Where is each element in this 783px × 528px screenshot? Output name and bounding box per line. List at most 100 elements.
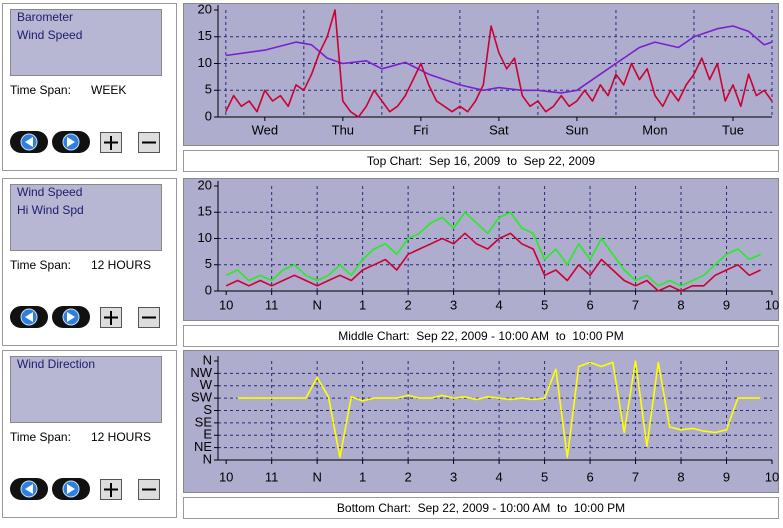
- x-tick-label: 2: [405, 297, 412, 312]
- zoom-in-button[interactable]: [100, 132, 122, 153]
- x-tick-label: N: [312, 297, 321, 312]
- button-arrow: [25, 137, 33, 147]
- y-tick-label: 0: [205, 282, 212, 297]
- series-list-item[interactable]: Wind Speed: [17, 185, 82, 199]
- caption-box: [183, 497, 779, 519]
- x-tick-label: Fri: [413, 122, 428, 137]
- x-tick-label: 7: [632, 297, 639, 312]
- x-tick-label: 11: [265, 297, 279, 312]
- zoom-out-button[interactable]: [138, 307, 160, 328]
- button-glyph: [104, 311, 118, 325]
- control-panel: Wind Direction Time Span: 12 HOURS: [2, 350, 177, 518]
- y-tick-label: 10: [198, 55, 212, 70]
- series-line: [225, 9, 773, 118]
- button-arrow: [25, 484, 33, 494]
- x-tick-label: Sat: [489, 122, 509, 137]
- x-tick-label: 3: [450, 469, 457, 484]
- series-list-item[interactable]: Hi Wind Spd: [17, 203, 84, 217]
- zoom-in-button[interactable]: [100, 479, 122, 500]
- x-tick-label: 10: [219, 469, 233, 484]
- y-tick-label: SW: [191, 390, 213, 405]
- series-list-item[interactable]: Wind Speed: [17, 28, 82, 42]
- axis-line: [217, 356, 772, 461]
- prev-button[interactable]: [10, 131, 48, 153]
- chart-background: [183, 178, 779, 321]
- control-panel: Wind Speed Hi Wind Spd Time Span: 12 HOURS: [2, 178, 177, 346]
- y-tick-label: NE: [194, 439, 212, 454]
- y-tick-label: 15: [198, 204, 212, 219]
- x-tick-label: 10: [765, 297, 779, 312]
- x-tick-label: 2: [405, 469, 412, 484]
- x-tick-label: 5: [541, 297, 548, 312]
- x-tick-label: N: [312, 469, 321, 484]
- x-tick-label: 3: [450, 297, 457, 312]
- y-tick-label: W: [200, 377, 213, 392]
- time-span-label: Time Span:: [10, 258, 71, 272]
- x-tick-label: 5: [541, 469, 548, 484]
- x-tick-label: 9: [723, 297, 730, 312]
- x-tick-label: Sun: [565, 122, 588, 137]
- prev-button[interactable]: [10, 478, 48, 500]
- x-tick-label: 8: [677, 297, 684, 312]
- caption-box: [183, 150, 779, 172]
- series-line: [225, 211, 761, 287]
- zoom-out-button[interactable]: [138, 132, 160, 153]
- y-tick-label: 15: [198, 28, 212, 43]
- x-tick-label: 1: [359, 297, 366, 312]
- chart-background: [183, 3, 779, 146]
- x-tick-label: 7: [632, 469, 639, 484]
- time-span-label: Time Span:: [10, 83, 71, 97]
- y-tick-label: 5: [205, 256, 212, 271]
- button-glyph: [104, 136, 118, 150]
- prev-button[interactable]: [10, 306, 48, 328]
- series-list[interactable]: [10, 9, 162, 76]
- y-tick-label: 10: [198, 230, 212, 245]
- zoom-in-button[interactable]: [100, 307, 122, 328]
- control-panel: Barometer Wind Speed Time Span: WEEK: [2, 3, 177, 171]
- x-tick-label: 6: [586, 297, 593, 312]
- y-tick-label: 5: [205, 82, 212, 97]
- y-tick-label: 20: [198, 1, 212, 16]
- y-tick-label: NW: [190, 365, 212, 380]
- x-tick-label: Wed: [252, 122, 279, 137]
- button-arrow: [67, 137, 75, 147]
- button-arrow: [67, 484, 75, 494]
- chart-caption: Middle Chart: Sep 22, 2009 - 10:00 AM to…: [338, 329, 624, 343]
- chart: 0 5 10 15 20 Wed Thu Fri Sat Sun Mon Tue: [183, 1, 779, 146]
- next-button[interactable]: [52, 131, 90, 153]
- next-button[interactable]: [52, 306, 90, 328]
- x-tick-label: 10: [765, 469, 779, 484]
- x-tick-label: Mon: [642, 122, 667, 137]
- y-tick-label: N: [203, 352, 212, 367]
- x-tick-label: 4: [495, 469, 502, 484]
- x-tick-label: Tue: [722, 122, 744, 137]
- y-tick-label: SE: [195, 414, 213, 429]
- x-tick-label: 11: [265, 469, 279, 484]
- button-arrow: [25, 312, 33, 322]
- x-tick-label: Thu: [332, 122, 354, 137]
- axis-line: [217, 181, 772, 292]
- y-tick-label: S: [203, 402, 212, 417]
- time-span-value: 12 HOURS: [91, 258, 151, 272]
- time-span-label: Time Span:: [10, 430, 71, 444]
- series-list[interactable]: [10, 356, 162, 423]
- y-tick-label: N: [203, 451, 212, 466]
- x-tick-label: 1: [359, 469, 366, 484]
- y-tick-label: E: [203, 427, 212, 442]
- chart: 0 5 10 15 20 10 11 N 1 2 3 4 5 6 7 8 9 10: [183, 177, 779, 321]
- series-line: [225, 25, 773, 94]
- series-list-item[interactable]: Wind Direction: [17, 357, 95, 371]
- y-tick-label: 0: [205, 108, 212, 123]
- zoom-out-button[interactable]: [138, 479, 160, 500]
- next-button[interactable]: [52, 478, 90, 500]
- x-tick-label: 4: [495, 297, 502, 312]
- x-tick-label: 10: [219, 297, 233, 312]
- y-tick-label: 20: [198, 177, 212, 192]
- caption-box: [183, 325, 779, 347]
- series-list[interactable]: [10, 184, 162, 251]
- series-list-item[interactable]: Barometer: [17, 10, 73, 24]
- axis-line: [217, 5, 772, 118]
